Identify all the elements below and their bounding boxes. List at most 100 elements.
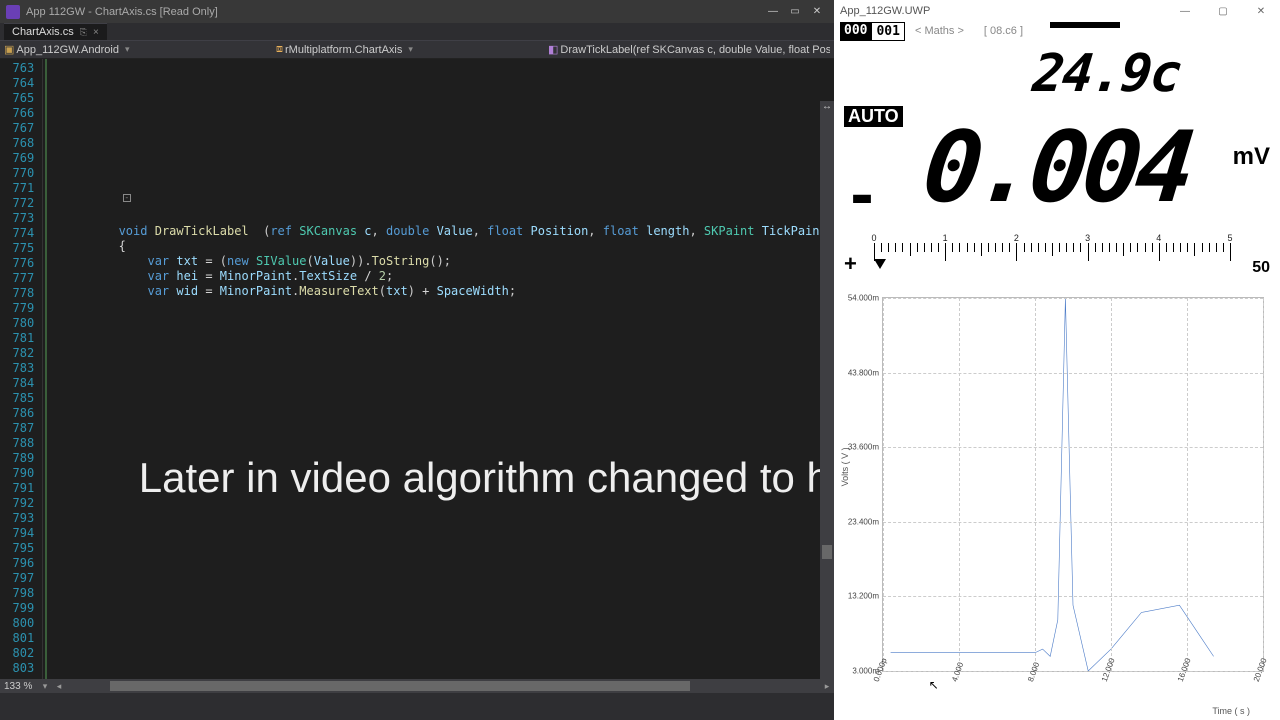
- code-line[interactable]: [61, 374, 834, 389]
- line-number: 763: [0, 61, 42, 76]
- line-number: 781: [0, 331, 42, 346]
- code-line[interactable]: [61, 539, 834, 554]
- code-line[interactable]: [61, 434, 834, 449]
- document-tab[interactable]: ChartAxis.cs ⎘ ×: [4, 23, 107, 40]
- uwp-title-bar[interactable]: App_112GW.UWP — ▢ ✕: [834, 0, 1280, 22]
- bargraph-label: 1: [943, 233, 948, 243]
- line-number-gutter: 7637647657667677687697707717727737747757…: [0, 59, 43, 693]
- code-line[interactable]: var hei = MinorPaint.TextSize / 2;: [61, 269, 834, 284]
- code-line[interactable]: [61, 209, 834, 224]
- line-number: 770: [0, 166, 42, 181]
- line-number: 799: [0, 601, 42, 616]
- progress-bar: [1050, 22, 1120, 28]
- vs-title-bar[interactable]: App 112GW - ChartAxis.cs [Read Only] — ▭…: [0, 0, 834, 23]
- code-line[interactable]: [61, 359, 834, 374]
- code-line[interactable]: {: [61, 239, 834, 254]
- code-line[interactable]: [61, 299, 834, 314]
- scroll-right-arrow[interactable]: ▸: [820, 681, 834, 692]
- code-line[interactable]: [61, 149, 834, 164]
- code-line[interactable]: [61, 554, 834, 569]
- chevron-down-icon[interactable]: ▾: [125, 44, 130, 55]
- zoom-level[interactable]: 133 %: [0, 681, 38, 692]
- code-line[interactable]: [61, 614, 834, 629]
- crumb-member[interactable]: ◧ DrawTickLabel(ref SKCanvas c, double V…: [548, 43, 830, 56]
- nav-timestamp: [ 08.c6 ]: [984, 25, 1023, 37]
- code-line[interactable]: [61, 404, 834, 419]
- code-line[interactable]: [61, 119, 834, 134]
- id-part: 001: [871, 22, 904, 41]
- line-number: 798: [0, 586, 42, 601]
- id-part: 000: [840, 22, 871, 41]
- line-number: 795: [0, 541, 42, 556]
- line-number: 771: [0, 181, 42, 196]
- code-line[interactable]: [61, 134, 834, 149]
- code-line[interactable]: [61, 629, 834, 644]
- horizontal-scrollbar[interactable]: 133 % ▾ ◂ ▸: [0, 679, 834, 693]
- line-number: 773: [0, 211, 42, 226]
- code-line[interactable]: [61, 164, 834, 179]
- method-icon: ◧: [548, 43, 558, 56]
- sign: -: [844, 153, 880, 233]
- tab-close-icon[interactable]: ×: [93, 27, 99, 38]
- close-button[interactable]: ✕: [1242, 1, 1280, 21]
- chart[interactable]: 54.000m43.800m33.600m23.400m13.200m3.000…: [882, 297, 1264, 672]
- crumb-class[interactable]: ⧈ rMultiplatform.ChartAxis ▾: [276, 43, 546, 56]
- line-number: 780: [0, 316, 42, 331]
- code-line[interactable]: [61, 389, 834, 404]
- line-number: 774: [0, 226, 42, 241]
- code-line[interactable]: var wid = MinorPaint.MeasureText(txt) + …: [61, 284, 834, 299]
- zoom-chevron[interactable]: ▾: [38, 681, 52, 692]
- code-line[interactable]: [61, 89, 834, 104]
- line-number: 790: [0, 466, 42, 481]
- code-line[interactable]: [61, 194, 834, 209]
- line-number: 779: [0, 301, 42, 316]
- code-area[interactable]: void DrawTickLabel (ref SKCanvas c, doub…: [49, 59, 834, 693]
- code-line[interactable]: [61, 329, 834, 344]
- uwp-app-window: App_112GW.UWP — ▢ ✕ 000 001 < Maths > [ …: [834, 0, 1280, 720]
- y-tick-label: 43.800m: [848, 368, 879, 377]
- maximize-button[interactable]: ▭: [784, 4, 806, 20]
- line-number: 775: [0, 241, 42, 256]
- maximize-button[interactable]: ▢: [1204, 1, 1242, 21]
- scroll-left-arrow[interactable]: ◂: [52, 681, 66, 692]
- crumb-project[interactable]: ▣ App_112GW.Android ▾: [4, 43, 274, 56]
- code-line[interactable]: [61, 314, 834, 329]
- line-number: 766: [0, 106, 42, 121]
- chevron-down-icon[interactable]: ▾: [408, 44, 413, 55]
- scrollbar-track[interactable]: [66, 680, 820, 692]
- bargraph-label: 2: [1014, 233, 1019, 243]
- code-line[interactable]: [61, 659, 834, 674]
- chart-svg: [883, 298, 1263, 671]
- bargraph-pointer: [874, 259, 886, 269]
- line-number: 768: [0, 136, 42, 151]
- code-line[interactable]: [61, 509, 834, 524]
- code-line[interactable]: [61, 344, 834, 359]
- video-caption-overlay: Later in video algorithm changed to have…: [139, 454, 774, 502]
- navigation-bar: ▣ App_112GW.Android ▾ ⧈ rMultiplatform.C…: [0, 41, 834, 59]
- code-editor[interactable]: 7637647657667677687697707717727737747757…: [0, 59, 834, 693]
- minimize-button[interactable]: —: [1166, 1, 1204, 21]
- code-line[interactable]: [61, 419, 834, 434]
- minimize-button[interactable]: —: [762, 4, 784, 20]
- code-line[interactable]: [61, 569, 834, 584]
- vertical-scrollbar[interactable]: [820, 115, 834, 679]
- y-tick-label: 13.200m: [848, 592, 879, 601]
- pin-icon[interactable]: ⎘: [80, 27, 87, 38]
- line-number: 778: [0, 286, 42, 301]
- code-line[interactable]: [61, 179, 834, 194]
- code-line[interactable]: void DrawTickLabel (ref SKCanvas c, doub…: [61, 224, 834, 239]
- code-line[interactable]: [61, 524, 834, 539]
- vs-logo-icon: [6, 5, 20, 19]
- close-button[interactable]: ✕: [806, 4, 828, 20]
- nav-maths[interactable]: < Maths >: [915, 25, 964, 37]
- code-line[interactable]: [61, 599, 834, 614]
- line-number: 788: [0, 436, 42, 451]
- scrollbar-thumb[interactable]: [110, 681, 690, 691]
- code-line[interactable]: [61, 584, 834, 599]
- code-line[interactable]: [61, 104, 834, 119]
- collapse-toggle[interactable]: -: [123, 194, 131, 202]
- code-line[interactable]: [61, 644, 834, 659]
- scrollbar-thumb[interactable]: [822, 545, 832, 559]
- code-line[interactable]: var txt = (new SIValue(Value)).ToString(…: [61, 254, 834, 269]
- device-id: 000 001: [840, 22, 905, 41]
